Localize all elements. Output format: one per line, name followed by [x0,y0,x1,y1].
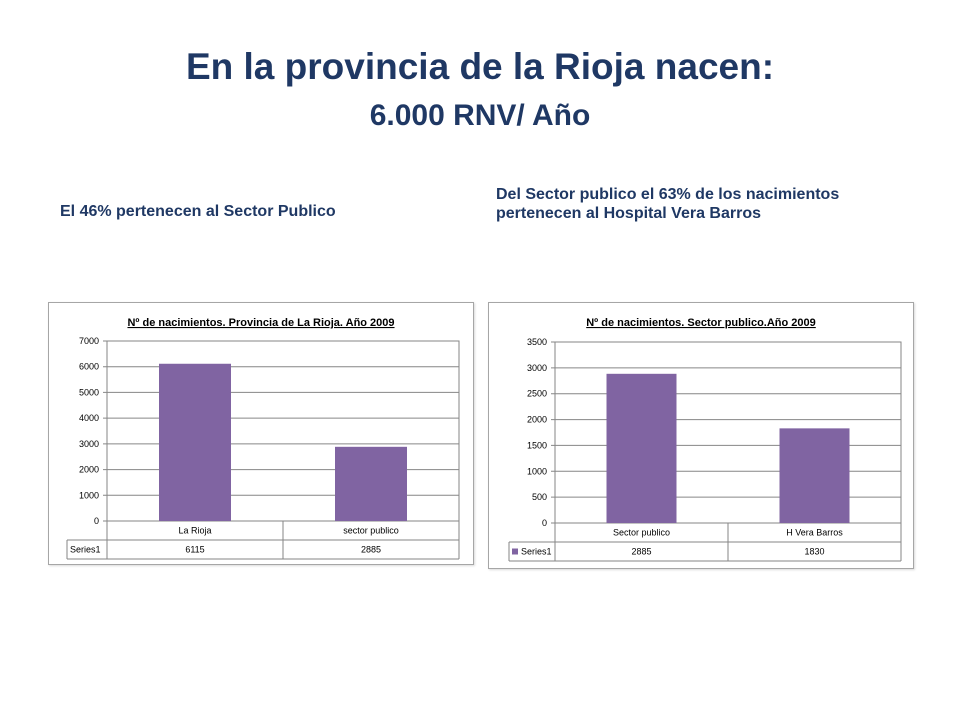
slide-title: En la provincia de la Rioja nacen: [185,46,775,87]
x-category-label: H Vera Barros [786,528,843,538]
series-name-label: Series1 [70,545,101,555]
caption-right: Del Sector publico el 63% de los nacimie… [496,186,840,222]
y-tick-label: 500 [532,492,547,502]
chart-svg-province: Nº de nacimientos. Provincia de La Rioja… [66,317,460,560]
bar [159,363,231,521]
y-tick-label: 2000 [527,415,547,425]
y-tick-label: 0 [94,516,99,526]
bar [335,446,407,521]
x-category-label: La Rioja [178,526,211,536]
slide-subtitle: 6.000 RNV/ Año [369,99,591,132]
bar [606,373,677,523]
caption-left: El 46% pertenecen al Sector Publico [60,203,336,220]
chart-title: Nº de nacimientos. Provincia de La Rioja… [127,317,394,329]
y-tick-label: 6000 [79,362,99,372]
legend-key [512,548,518,555]
y-tick-label: 1000 [527,466,547,476]
y-tick-label: 3000 [79,439,99,449]
y-tick-label: 4000 [79,413,99,423]
y-tick-label: 7000 [79,336,99,346]
y-tick-label: 1500 [527,440,547,450]
y-tick-label: 2000 [79,465,99,475]
chart-title: Nº de nacimientos. Sector publico.Año 20… [586,317,816,329]
data-table-value: 2885 [631,547,651,557]
y-tick-label: 1000 [79,490,99,500]
x-category-label: sector publico [343,526,399,536]
series-name-label: Series1 [521,547,552,557]
chart-births-public-sector: Nº de nacimientos. Sector publico.Año 20… [488,302,914,569]
y-tick-label: 0 [542,518,547,528]
y-tick-label: 3000 [527,363,547,373]
y-tick-label: 3500 [527,337,547,347]
data-table-value: 2885 [361,545,381,555]
y-tick-label: 2500 [527,389,547,399]
bar [779,428,850,523]
chart-births-province: Nº de nacimientos. Provincia de La Rioja… [48,302,474,565]
data-table-value: 6115 [185,545,204,555]
x-category-label: Sector publico [613,528,670,538]
y-tick-label: 5000 [79,387,99,397]
data-table-value: 1830 [804,547,824,557]
chart-svg-public-sector: Nº de nacimientos. Sector publico.Año 20… [508,317,902,562]
